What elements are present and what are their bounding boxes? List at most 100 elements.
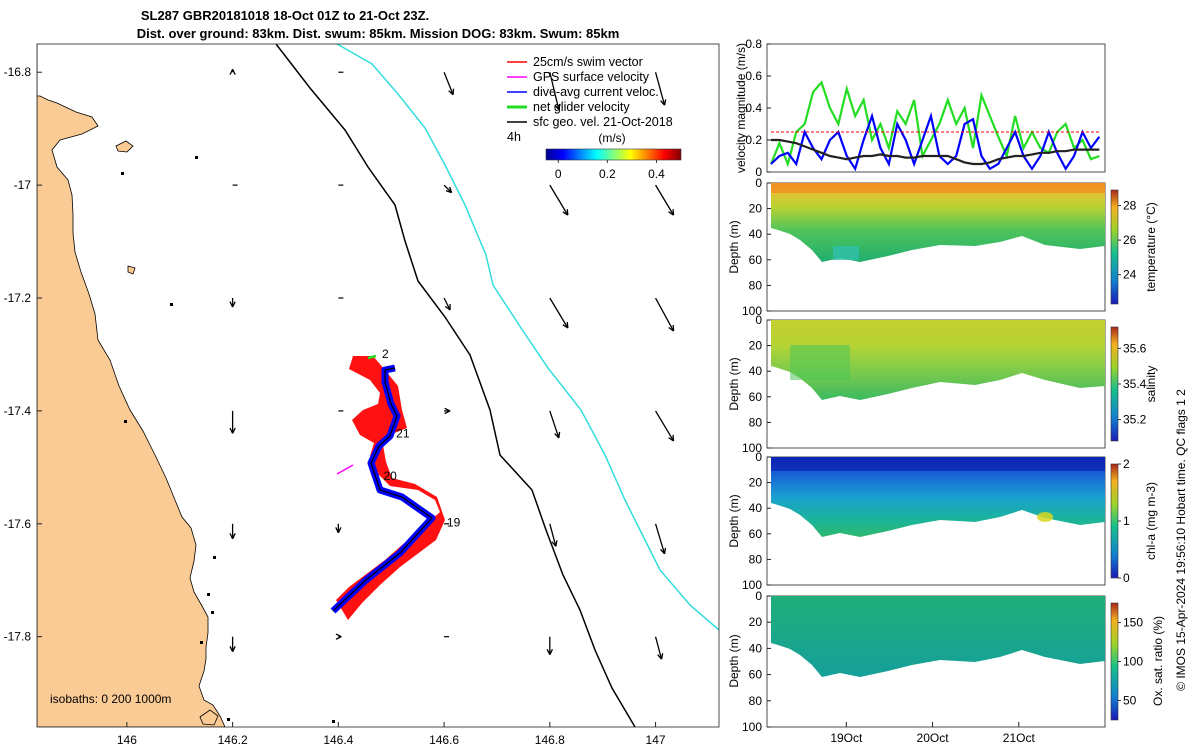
temperature-y-ticks: 0 20 40 60 80 100 (742, 176, 771, 318)
isobath-200m (275, 44, 636, 727)
coastline-land (37, 44, 226, 727)
oxygen-colorbar-label: Ox. sat. ratio (%) (1151, 616, 1165, 706)
isobaths-label: isobaths: 0 200 1000m (50, 692, 171, 706)
glider-track-group (330, 354, 445, 620)
velocity-y-ticks: 0 0.2 0.4 0.6 0.8 (745, 37, 771, 179)
isobath-1000m (336, 44, 719, 631)
velocity-series-line (770, 111, 1101, 172)
island (199, 709, 219, 726)
oxygen-ylabel: Depth (m) (727, 634, 741, 687)
salinity-y-ticks: 0 20 40 60 80 100 (742, 313, 771, 455)
colorbar-tick-label: 2 (1123, 457, 1130, 471)
geo-vector-arrow (229, 68, 236, 75)
depth-tick-label: 100 (742, 578, 762, 592)
chla-maximum-patch (1037, 512, 1053, 522)
day-label: 20 (383, 469, 397, 483)
geo-vector-arrow (654, 72, 667, 106)
salinity-panel: 0 20 40 60 80 100 Depth (m) 35.2 35.4 35.6 sali… (727, 313, 1158, 455)
oxygen-section (771, 596, 1105, 677)
map-y-tick-label: -17.4 (4, 404, 32, 418)
map-x-ticks: 146 146.2 146.4 146.6 146.8 147 (117, 722, 666, 747)
geo-vector-arrow (549, 184, 569, 216)
geo-vector-arrow (655, 184, 675, 216)
depth-tick-label: 60 (749, 253, 763, 267)
map-x-tick-label: 146.6 (429, 733, 459, 747)
depth-tick-label: 80 (749, 552, 763, 566)
colorbar-tick-label: 0 (1123, 571, 1130, 585)
chla-ylabel: Depth (m) (727, 494, 741, 547)
oxygen-panel: 0 20 40 60 80 100 19Oct 20Oct 21Oct Depth (m) 5… (727, 589, 1165, 745)
geo-vector-arrow (335, 523, 342, 534)
chla-y-ticks: 0 20 40 60 80 100 (742, 450, 771, 592)
map-y-tick-label: -17.2 (4, 291, 32, 305)
geo-vector-arrow (549, 72, 561, 111)
depth-tick-label: 0 (755, 589, 762, 603)
depth-tick-label: 40 (749, 501, 763, 515)
colorbar-tick-label: 100 (1123, 655, 1143, 669)
legend-net-glider-velocity: net glider velocity (533, 100, 630, 114)
depth-tick-label: 40 (749, 364, 763, 378)
temperature-section (771, 183, 1105, 262)
geo-vector-arrow (655, 410, 675, 442)
colorbar-tick-label: 150 (1123, 616, 1143, 630)
salinity-colorbar-ticks: 35.2 35.4 35.6 (1118, 341, 1147, 427)
time-tick-label: 19Oct (830, 731, 863, 745)
chla-panel: 0 20 40 60 80 100 Depth (m) 0 1 2 chl-a (mg m-3… (727, 450, 1158, 592)
depth-tick-label: 0 (755, 450, 762, 464)
day-label: 19 (447, 516, 461, 530)
map-panel: 21 20 19 2 146 146.2 146.4 146.6 146.8 147 -16.8… (4, 43, 720, 747)
depth-tick-label: 80 (749, 415, 763, 429)
legend-time-label: 4h (507, 130, 521, 144)
colorbar-tick-label: 24 (1123, 268, 1137, 282)
salinity-colorbar (1110, 326, 1119, 442)
velocity-series (769, 80, 1101, 172)
oxygen-colorbar (1110, 602, 1119, 721)
depth-tick-label: 60 (749, 527, 763, 541)
geo-vector-arrow (443, 71, 455, 96)
colorbar-tick-label: 50 (1123, 694, 1137, 708)
depth-tick-label: 60 (749, 390, 763, 404)
temperature-ylabel: Depth (m) (727, 220, 741, 273)
day-label: 21 (396, 426, 410, 440)
temperature-colorbar-label: temperature (°C) (1144, 202, 1158, 292)
map-colorbar-tick-label: 0 (555, 167, 562, 181)
depth-tick-label: 20 (749, 476, 763, 490)
oxygen-y-ticks: 0 20 40 60 80 100 (742, 589, 771, 734)
time-axis-ticks: 19Oct 20Oct 21Oct (830, 722, 1035, 745)
swim-vector-cloud (336, 356, 445, 620)
geo-vector-arrow (443, 184, 453, 194)
time-tick-label: 20Oct (917, 731, 950, 745)
chla-colorbar (1110, 463, 1119, 579)
gps-velocity-marker (336, 464, 354, 475)
map-x-tick-label: 146 (117, 733, 137, 747)
salinity-section (771, 320, 1105, 400)
velocity-ylabel: velocity magnitude (m/s) (734, 43, 748, 173)
colorbar-tick-label: 35.6 (1123, 341, 1147, 355)
depth-tick-label: 60 (749, 668, 763, 682)
chla-colorbar-label: chl-a (mg m-3) (1144, 482, 1158, 560)
map-y-tick-label: -17 (14, 178, 32, 192)
title-line-1: SL287 GBR20181018 18-Oct 01Z to 21-Oct 2… (141, 8, 429, 23)
colorbar-tick-label: 26 (1123, 233, 1137, 247)
colorbar-tick-label: 35.4 (1123, 377, 1147, 391)
legend-swim-vector: 25cm/s swim vector (533, 55, 643, 69)
geo-vector-arrow (229, 410, 236, 434)
map-y-tick-label: -16.8 (4, 65, 32, 79)
temperature-colorbar (1110, 189, 1119, 305)
geo-vector-arrow (229, 298, 236, 308)
day-labels: 21 20 19 2 (382, 347, 461, 530)
island (127, 265, 136, 275)
velocity-y-tick-label: 0 (755, 165, 762, 179)
colorbar-tick-label: 28 (1123, 199, 1137, 213)
salinity-ylabel: Depth (m) (727, 357, 741, 410)
temperature-panel: 0 20 40 60 80 100 Depth (m) 24 26 28 temperatur… (727, 176, 1158, 318)
colorbar-tick-label: 35.2 (1123, 413, 1147, 427)
temperature-colorbar-ticks: 24 26 28 (1118, 199, 1137, 282)
geo-vector-arrow (443, 297, 451, 311)
geo-vector-arrow (335, 633, 342, 640)
geo-vector-arrow (229, 523, 236, 540)
depth-tick-label: 100 (742, 441, 762, 455)
title-line-2: Dist. over ground: 83km. Dist. swum: 85k… (137, 26, 620, 41)
depth-tick-label: 40 (749, 641, 763, 655)
geo-vector-arrow (546, 636, 554, 655)
